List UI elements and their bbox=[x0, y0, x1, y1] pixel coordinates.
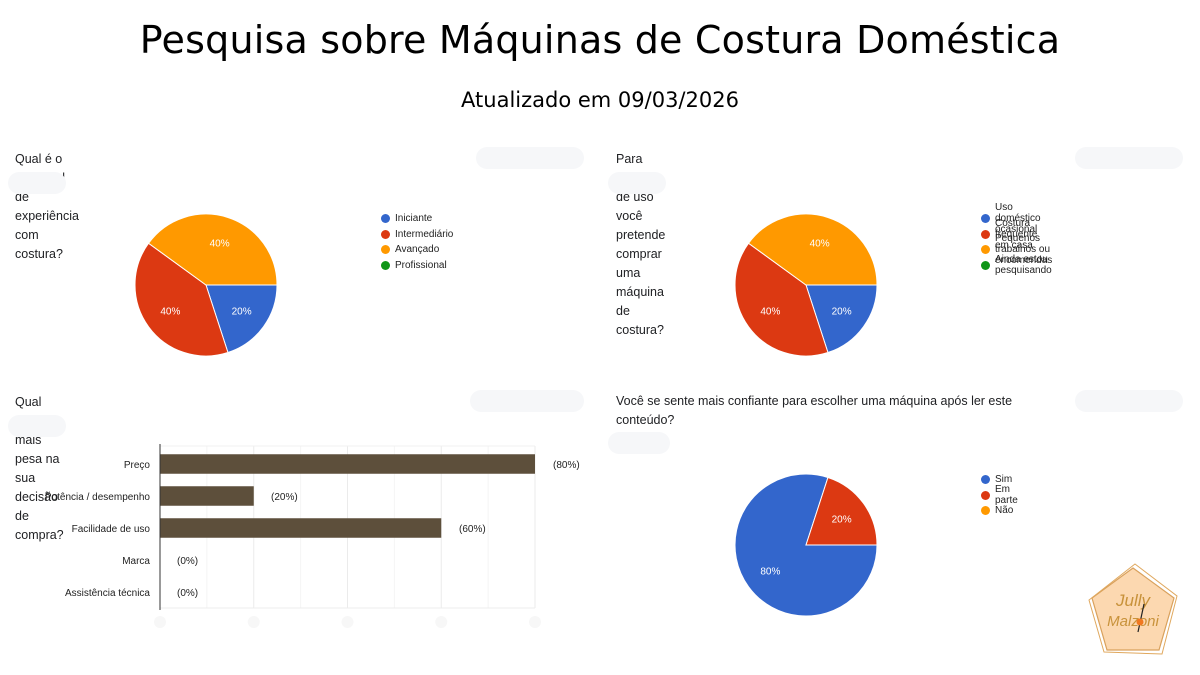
pie-slice bbox=[205, 284, 278, 354]
legend-item: Uso doméstico ocasional bbox=[981, 202, 1052, 235]
bar-category-label: Facilidade de uso bbox=[71, 524, 150, 535]
brand-logo: Jully Malzoni bbox=[1088, 563, 1178, 655]
x-tick-placeholder bbox=[341, 616, 354, 628]
legend-item: Intermediário bbox=[381, 227, 453, 243]
bar-value-label: (0%) bbox=[177, 588, 199, 599]
bar-chart bbox=[154, 444, 541, 628]
bar bbox=[160, 518, 442, 538]
ghost-badge bbox=[8, 172, 66, 194]
legend-item: Avançado bbox=[381, 242, 453, 258]
bar-value-label: (0%) bbox=[177, 556, 199, 567]
chart-legend: Uso doméstico ocasional Costura frequent… bbox=[981, 202, 1052, 276]
pie-slice-label: 80% bbox=[760, 566, 780, 577]
legend-item: Em parte bbox=[981, 484, 1018, 506]
logo-needle-icon bbox=[1137, 603, 1145, 633]
legend-item: Iniciante bbox=[381, 211, 453, 227]
page-subtitle: Atualizado em 09/03/2026 bbox=[461, 88, 739, 112]
x-tick-placeholder bbox=[154, 616, 166, 628]
legend-dot-icon bbox=[381, 245, 390, 255]
ghost-badge bbox=[608, 172, 666, 194]
logo-pentagon-icon bbox=[1091, 567, 1175, 651]
logo-thread-icon bbox=[1136, 618, 1144, 626]
bar-category-label: Marca bbox=[122, 556, 150, 567]
legend-dot-icon bbox=[981, 229, 990, 239]
x-tick-placeholder bbox=[247, 616, 260, 628]
legend-dot-icon bbox=[981, 214, 990, 224]
ghost-badge bbox=[608, 432, 670, 454]
legend-dot-icon bbox=[981, 506, 990, 516]
legend-item: Sim bbox=[981, 472, 1018, 488]
legend-dot-icon bbox=[981, 475, 990, 485]
pie-chart: 20% 40% 40% bbox=[734, 213, 878, 357]
ghost-button bbox=[1075, 390, 1183, 412]
bar bbox=[160, 454, 535, 474]
ghost-button bbox=[470, 390, 584, 412]
ghost-button bbox=[1075, 147, 1183, 169]
x-tick-placeholder bbox=[529, 616, 541, 628]
pie-slice bbox=[747, 213, 878, 286]
pie-chart: 20% 40% 40% bbox=[134, 213, 278, 357]
bar-category-label: Assistência técnica bbox=[64, 588, 150, 599]
pie-slice bbox=[734, 242, 829, 357]
chart-title: Qual é o seu nível de experiência com co… bbox=[15, 152, 79, 261]
pie-chart: 80% 20% bbox=[734, 473, 878, 617]
bar-category-label: Preço bbox=[123, 460, 150, 471]
bar-value-label: (80%) bbox=[553, 460, 580, 471]
legend-dot-icon bbox=[381, 229, 390, 239]
logo-text-line1: Jully bbox=[1115, 591, 1152, 610]
bar-value-label: (60%) bbox=[459, 524, 486, 535]
pie-slice-label: 40% bbox=[810, 239, 830, 250]
chart-legend: Iniciante Intermediário Avançado Profiss… bbox=[381, 211, 453, 273]
legend-item: Não bbox=[981, 503, 1018, 519]
page-title: Pesquisa sobre Máquinas de Costura Domés… bbox=[139, 18, 1061, 62]
pie-slice bbox=[147, 213, 278, 286]
logo-text-line2: Malzoni bbox=[1107, 613, 1159, 630]
chart-title: Você se sente mais confiante para escolh… bbox=[616, 394, 1013, 427]
pie-slice bbox=[805, 476, 878, 546]
ghost-button bbox=[476, 147, 584, 169]
ghost-badge bbox=[8, 415, 66, 437]
chart-legend: Sim Em parte Não bbox=[981, 472, 1018, 519]
bar-value-label: (20%) bbox=[271, 492, 298, 503]
legend-dot-icon bbox=[981, 245, 990, 255]
pie-slice-label: 40% bbox=[160, 306, 180, 317]
pie-slice-label: 40% bbox=[760, 306, 780, 317]
pie-slice-label: 20% bbox=[832, 515, 852, 526]
legend-item: Ainda estou pesquisando bbox=[981, 254, 1052, 276]
logo-frame-icon bbox=[1088, 563, 1178, 655]
legend-item: Costura frequente em casa bbox=[981, 218, 1052, 251]
legend-dot-icon bbox=[381, 214, 390, 224]
bar bbox=[160, 486, 254, 506]
pie-slice-label: 40% bbox=[210, 239, 230, 250]
legend-item: Profissional bbox=[381, 258, 453, 274]
legend-item: Pequenos trabalhos ou encomendas bbox=[981, 233, 1052, 266]
x-tick-placeholder bbox=[435, 616, 448, 628]
bar-category-label: Potência / desempenho bbox=[44, 492, 150, 503]
pie-slice bbox=[134, 242, 229, 357]
pie-slice-label: 20% bbox=[232, 306, 252, 317]
pie-slice-label: 20% bbox=[832, 306, 852, 317]
legend-dot-icon bbox=[981, 490, 990, 500]
legend-dot-icon bbox=[981, 260, 990, 270]
pie-slice bbox=[805, 284, 878, 354]
legend-dot-icon bbox=[381, 260, 390, 270]
